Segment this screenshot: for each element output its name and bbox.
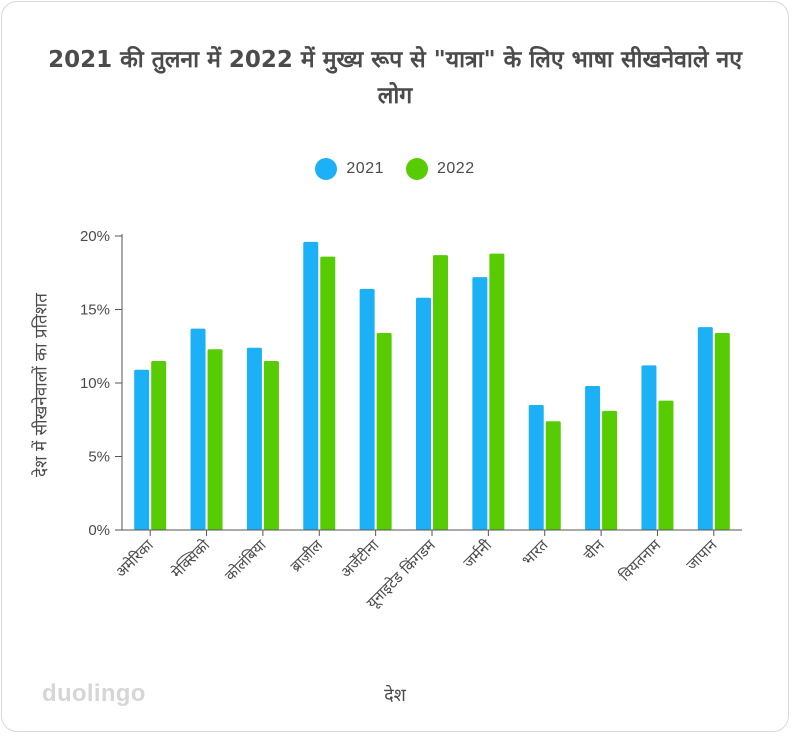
legend-label-2021: 2021 — [346, 160, 384, 177]
x-tick-label: जापान — [683, 536, 721, 574]
y-tick-label: 20% — [80, 228, 110, 245]
x-tick-label: अर्जेंटीना — [337, 535, 383, 581]
y-tick-label: 5% — [88, 449, 110, 466]
legend-swatch-2022 — [406, 158, 428, 180]
x-tick-label: कोलंबिया — [221, 535, 270, 584]
bar-2022-10 — [714, 333, 730, 530]
x-tick-label: अमेरिका — [112, 535, 158, 581]
bar-2021-0 — [134, 369, 150, 530]
bar-2022-7 — [545, 421, 561, 530]
x-tick-label: जर्मनी — [460, 535, 496, 571]
legend-swatch-2021 — [315, 158, 338, 180]
bar-2022-4 — [376, 333, 392, 530]
bar-2022-0 — [151, 360, 167, 530]
x-tick-label: वियतनाम — [616, 535, 665, 584]
legend-item-2022: 2022 — [406, 158, 475, 180]
chart-legend: 2021 2022 — [0, 158, 790, 180]
duolingo-logo: duolingo — [42, 680, 146, 707]
bar-2021-6 — [472, 277, 488, 530]
bar-2022-3 — [320, 256, 336, 530]
legend-item-2021: 2021 — [315, 158, 384, 180]
x-axis-label: देश — [384, 685, 406, 706]
bar-2022-8 — [602, 410, 618, 530]
bar-2022-1 — [207, 349, 223, 530]
x-tick-label: चीन — [580, 536, 609, 565]
bar-2021-5 — [416, 297, 431, 530]
bar-2021-4 — [359, 288, 375, 530]
bar-2021-1 — [190, 328, 206, 530]
x-tick-label: मेक्सिको — [168, 535, 214, 581]
x-tick-label: भारत — [518, 536, 552, 570]
bar-2021-2 — [246, 347, 262, 530]
y-tick-label: 15% — [80, 302, 110, 319]
bar-2021-9 — [641, 365, 657, 530]
bar-2021-10 — [697, 327, 713, 530]
legend-label-2022: 2022 — [437, 160, 475, 177]
bar-2021-8 — [585, 385, 601, 530]
bar-2022-6 — [489, 253, 505, 530]
bar-2021-7 — [528, 405, 544, 530]
bar-2022-2 — [263, 360, 279, 530]
y-tick-label: 10% — [80, 375, 110, 392]
bar-2022-5 — [433, 255, 448, 531]
chart-title: 2021 की तुलना में 2022 में मुख्य रूप से … — [48, 47, 742, 109]
y-tick-label: 0% — [88, 522, 110, 539]
x-tick-label: ब्राज़ील — [287, 536, 327, 576]
bar-2022-9 — [658, 400, 674, 530]
bar-2021-3 — [303, 241, 319, 530]
